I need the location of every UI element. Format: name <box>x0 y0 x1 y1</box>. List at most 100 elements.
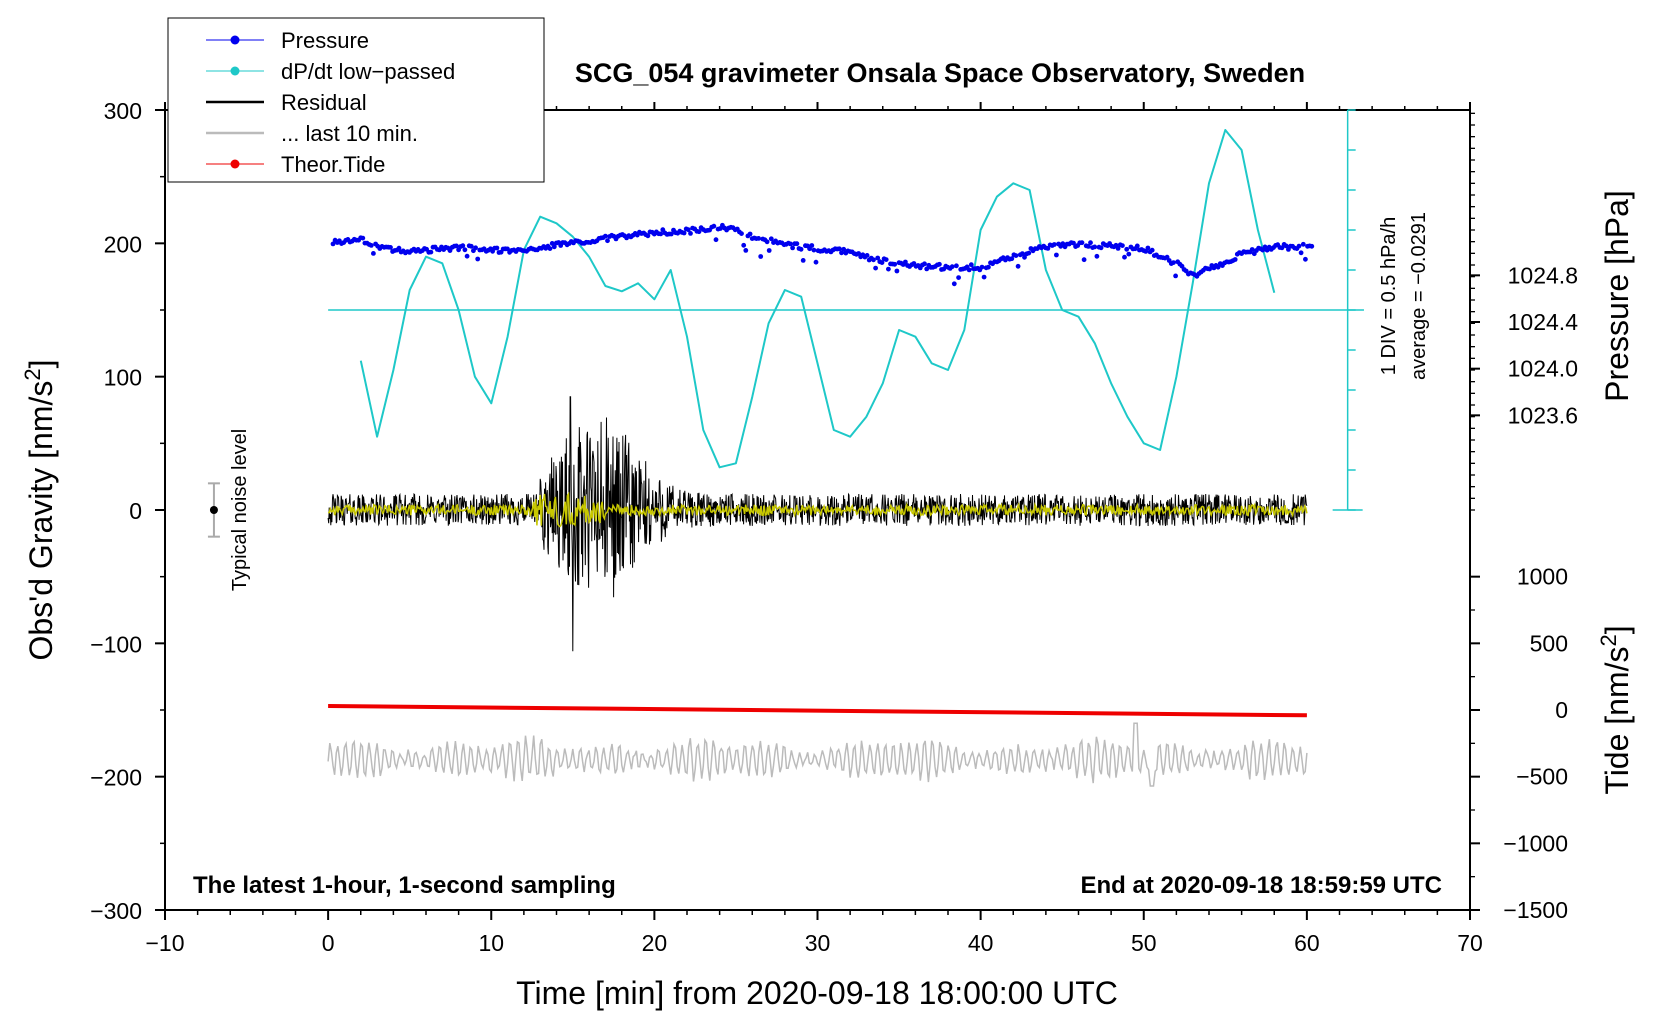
pressure-point <box>1122 254 1127 260</box>
pressure-point <box>768 236 774 242</box>
y-tick-label: 200 <box>104 231 142 257</box>
pressure-tick-label: 1024.8 <box>1508 262 1578 288</box>
pressure-point <box>949 264 955 270</box>
pressure-point <box>696 229 702 235</box>
legend-item: dP/dt low−passed <box>206 59 455 84</box>
pressure-point <box>1149 247 1155 253</box>
pressure-point <box>468 243 474 249</box>
pressure-point <box>811 247 817 253</box>
pressure-point <box>903 259 908 265</box>
pressure-tick-label: 1024.0 <box>1508 356 1578 382</box>
pressure-point <box>968 262 974 268</box>
pressure-point <box>1207 266 1212 272</box>
legend-label: ... last 10 min. <box>281 121 418 146</box>
x-tick-label: 40 <box>968 930 994 956</box>
dpdt-average-label: average = −0.0291 <box>1408 212 1430 380</box>
chart-title: SCG_054 gravimeter Onsala Space Observat… <box>575 58 1305 88</box>
pressure-point <box>1079 240 1085 246</box>
series-pressure <box>330 222 1315 287</box>
pressure-point <box>668 231 674 237</box>
y-tick-label: −300 <box>90 898 142 924</box>
pressure-point <box>1115 246 1121 251</box>
pressure-point <box>894 268 900 274</box>
pressure-point <box>1013 253 1019 258</box>
pressure-point <box>924 266 930 272</box>
pressure-point <box>766 248 772 253</box>
pressure-point <box>368 243 374 248</box>
pressure-point <box>1124 246 1130 252</box>
pressure-point <box>937 261 942 267</box>
legend-swatch-dot <box>230 159 240 169</box>
pressure-point <box>473 245 478 251</box>
pressure-point <box>794 241 800 247</box>
pressure-point <box>1045 246 1051 251</box>
tide-axis-title: Tide [nm/s2] <box>1596 625 1635 794</box>
pressure-point <box>1300 241 1306 247</box>
x-tick-label: 20 <box>642 930 668 956</box>
pressure-point <box>711 223 717 229</box>
pressure-point <box>756 236 761 241</box>
legend: Pressure dP/dt low−passed Residual ... last… <box>167 17 545 183</box>
series-residual-smoothed <box>327 491 1308 528</box>
noise-dot <box>209 506 218 514</box>
pressure-point <box>1071 240 1076 246</box>
plot-layer <box>207 109 1364 787</box>
pressure-point <box>954 263 959 269</box>
tide-tick-label: 1000 <box>1517 564 1568 590</box>
pressure-point <box>1126 251 1132 257</box>
pressure-point <box>809 243 815 248</box>
axis-ticks: −10 0 10 20 30 40 50 60 703002001000−100−200−300… <box>90 98 1578 956</box>
annotation-end-time: End at 2020-09-18 18:59:59 UTC <box>1081 872 1443 899</box>
x-tick-label: 50 <box>1131 930 1157 956</box>
pressure-point <box>1020 251 1025 256</box>
pressure-point <box>979 264 985 270</box>
pressure-point <box>747 231 753 237</box>
pressure-point <box>1094 253 1100 259</box>
pressure-point <box>873 265 878 271</box>
legend-label: dP/dt low−passed <box>281 59 455 84</box>
pressure-point <box>864 253 870 258</box>
pressure-point <box>428 249 434 255</box>
pressure-point <box>645 233 651 239</box>
y-tick-label: −200 <box>90 765 142 791</box>
pressure-point <box>739 231 744 237</box>
pressure-point <box>981 274 987 280</box>
pressure-point <box>951 281 957 287</box>
pressure-point <box>1009 256 1015 262</box>
pressure-point <box>1088 240 1093 246</box>
pressure-point <box>1022 254 1027 260</box>
pressure-point <box>688 231 693 236</box>
pressure-point <box>388 245 393 250</box>
pressure-point <box>396 245 402 251</box>
pressure-point <box>883 257 889 262</box>
pressure-point <box>966 267 972 273</box>
pressure-point <box>1054 252 1059 258</box>
noise-label: Typical noise level <box>229 429 251 591</box>
pressure-point <box>460 243 466 249</box>
pressure-point <box>1015 263 1021 269</box>
y-tick-label: 300 <box>104 98 142 124</box>
pressure-point <box>956 275 961 280</box>
pressure-point <box>875 255 881 261</box>
pressure-point <box>475 256 481 262</box>
legend-swatch-dot <box>230 35 240 45</box>
pressure-point <box>886 266 891 272</box>
left-axis-title: Obs'd Gravity [nm/s2] <box>20 359 59 660</box>
tide-tick-label: −500 <box>1516 764 1568 790</box>
pressure-point <box>1173 273 1178 279</box>
legend-items: Pressure dP/dt low−passed Residual ... last… <box>206 28 455 177</box>
pressure-point <box>841 246 847 252</box>
tide-line <box>328 704 1307 718</box>
pressure-point <box>798 246 804 252</box>
tide-tick-label: 0 <box>1555 697 1568 723</box>
pressure-point <box>1134 243 1140 249</box>
pressure-point <box>681 230 687 236</box>
pressure-point <box>330 241 336 247</box>
legend-item: Residual <box>206 90 367 115</box>
pressure-point <box>1120 243 1125 249</box>
legend-label: Theor.Tide <box>281 152 385 177</box>
pressure-point <box>758 254 764 259</box>
pressure-point <box>813 259 819 265</box>
pressure-point <box>839 250 844 256</box>
